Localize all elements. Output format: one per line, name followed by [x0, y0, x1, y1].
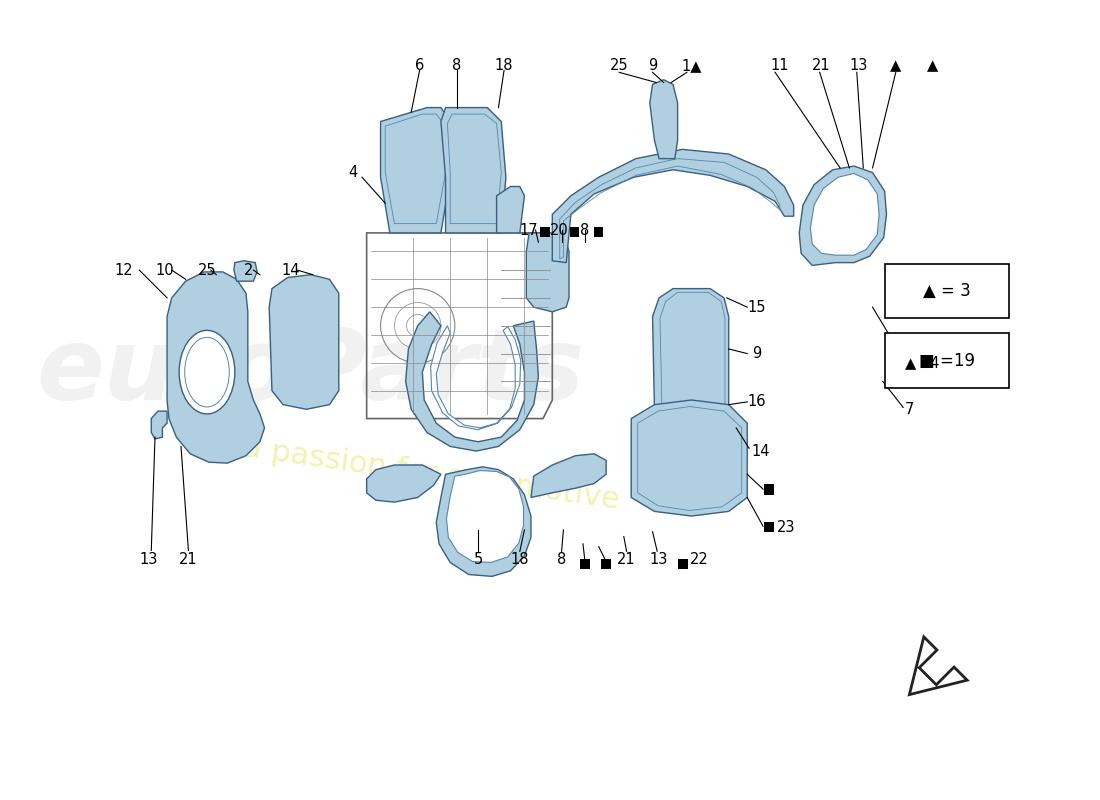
- Text: 10: 10: [156, 262, 175, 278]
- Text: 21: 21: [179, 552, 198, 567]
- Text: 21: 21: [617, 552, 636, 567]
- Text: ■ =19: ■ =19: [918, 352, 975, 370]
- Text: 9: 9: [648, 58, 657, 74]
- Polygon shape: [531, 454, 606, 498]
- Text: ▲ = 3: ▲ = 3: [923, 282, 970, 300]
- Text: ▲ 24: ▲ 24: [905, 355, 939, 370]
- Polygon shape: [631, 400, 747, 516]
- Text: 14: 14: [282, 262, 300, 278]
- Text: 25: 25: [198, 262, 217, 278]
- Text: 15: 15: [747, 300, 766, 314]
- Text: 16: 16: [747, 394, 766, 410]
- Text: 7: 7: [905, 402, 914, 417]
- Text: 8: 8: [557, 552, 566, 567]
- Polygon shape: [800, 166, 887, 266]
- Text: 8: 8: [580, 222, 590, 238]
- Polygon shape: [652, 289, 728, 418]
- Bar: [540, 227, 550, 237]
- Text: 13: 13: [140, 552, 157, 567]
- Polygon shape: [441, 107, 506, 233]
- Text: 6: 6: [415, 58, 425, 74]
- Polygon shape: [447, 470, 524, 562]
- Text: 2: 2: [244, 262, 253, 278]
- Text: 23: 23: [777, 520, 795, 534]
- Text: a passion for automotive: a passion for automotive: [241, 434, 622, 515]
- Bar: [764, 522, 774, 532]
- Polygon shape: [496, 186, 525, 233]
- Text: 11: 11: [770, 58, 789, 74]
- Bar: [570, 227, 580, 237]
- Text: 21: 21: [812, 58, 830, 74]
- Bar: [601, 558, 610, 569]
- Polygon shape: [526, 233, 569, 312]
- Text: 12: 12: [114, 262, 133, 278]
- Polygon shape: [152, 411, 167, 439]
- Polygon shape: [910, 637, 967, 694]
- FancyBboxPatch shape: [884, 333, 1009, 388]
- Text: 22: 22: [690, 552, 708, 567]
- Text: 20: 20: [549, 222, 569, 238]
- Text: 13: 13: [849, 58, 868, 74]
- Bar: [594, 227, 604, 237]
- Bar: [764, 485, 774, 494]
- Polygon shape: [167, 272, 264, 463]
- Polygon shape: [437, 467, 531, 576]
- Bar: [678, 558, 688, 569]
- Text: ▲: ▲: [890, 58, 901, 74]
- Polygon shape: [650, 80, 678, 158]
- Text: 13: 13: [650, 552, 668, 567]
- Polygon shape: [406, 312, 538, 451]
- Text: euroParts: euroParts: [36, 324, 585, 421]
- Text: 25: 25: [609, 58, 628, 74]
- Text: 8: 8: [452, 58, 461, 74]
- Polygon shape: [381, 107, 450, 233]
- Text: 14: 14: [752, 443, 770, 458]
- Text: ▲: ▲: [927, 58, 938, 74]
- Polygon shape: [366, 465, 441, 502]
- FancyBboxPatch shape: [884, 263, 1009, 318]
- Text: 4: 4: [348, 165, 358, 180]
- Text: 1▲: 1▲: [681, 58, 702, 74]
- Polygon shape: [811, 174, 879, 255]
- Ellipse shape: [179, 330, 234, 414]
- Text: 17: 17: [520, 222, 538, 238]
- Polygon shape: [270, 274, 339, 410]
- Polygon shape: [234, 261, 257, 281]
- Text: 5: 5: [473, 552, 483, 567]
- Text: 9: 9: [752, 346, 761, 361]
- Bar: [580, 558, 591, 569]
- Polygon shape: [431, 326, 520, 430]
- Text: 18: 18: [510, 552, 529, 567]
- Polygon shape: [552, 150, 794, 262]
- Text: 18: 18: [495, 58, 514, 74]
